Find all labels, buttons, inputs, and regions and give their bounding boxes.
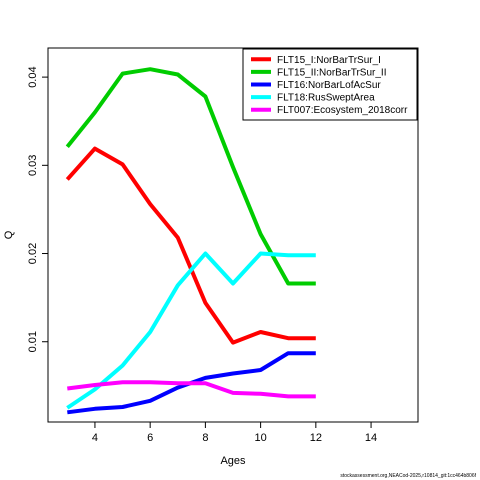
x-tick-label: 14 [365, 432, 377, 444]
legend-box [242, 48, 418, 121]
legend-label: FLT15_II:NorBarTrSur_II [277, 67, 386, 78]
footer-credit: stockassessment.org,NEACod-2025,r10814_g… [340, 473, 476, 479]
legend-label: FLT18:RusSweptArea [277, 93, 375, 104]
legend-label: FLT16:NorBarLofAcSur [277, 80, 381, 91]
x-tick-label: 4 [92, 432, 98, 444]
y-tick-label: 0.03 [27, 155, 39, 176]
series-line-2 [65, 67, 316, 286]
y-axis-label: Q [3, 230, 15, 239]
legend: FLT15_I:NorBarTrSur_IFLT15_II:NorBarTrSu… [242, 48, 418, 121]
legend-label: FLT15_I:NorBarTrSur_I [277, 55, 381, 66]
x-tick-label: 6 [147, 432, 153, 444]
y-tick-label: 0.01 [27, 331, 39, 352]
y-tick-label: 0.02 [27, 243, 39, 264]
plot-frame [47, 47, 419, 423]
x-tick-label: 8 [202, 432, 208, 444]
series-line-4 [66, 251, 316, 410]
x-tick-label: 10 [254, 432, 266, 444]
y-tick-label: 0.04 [27, 66, 39, 87]
x-axis-label: Ages [220, 455, 246, 467]
legend-label: FLT007:Ecosystem_2018corr [277, 105, 408, 116]
y-axis: 0.01 0.02 0.03 0.04 [27, 66, 48, 352]
x-tick-label: 12 [310, 432, 322, 444]
x-axis: 4 6 8 10 12 14 [92, 422, 377, 444]
series-line-5 [67, 380, 316, 399]
series-lines [65, 67, 316, 415]
